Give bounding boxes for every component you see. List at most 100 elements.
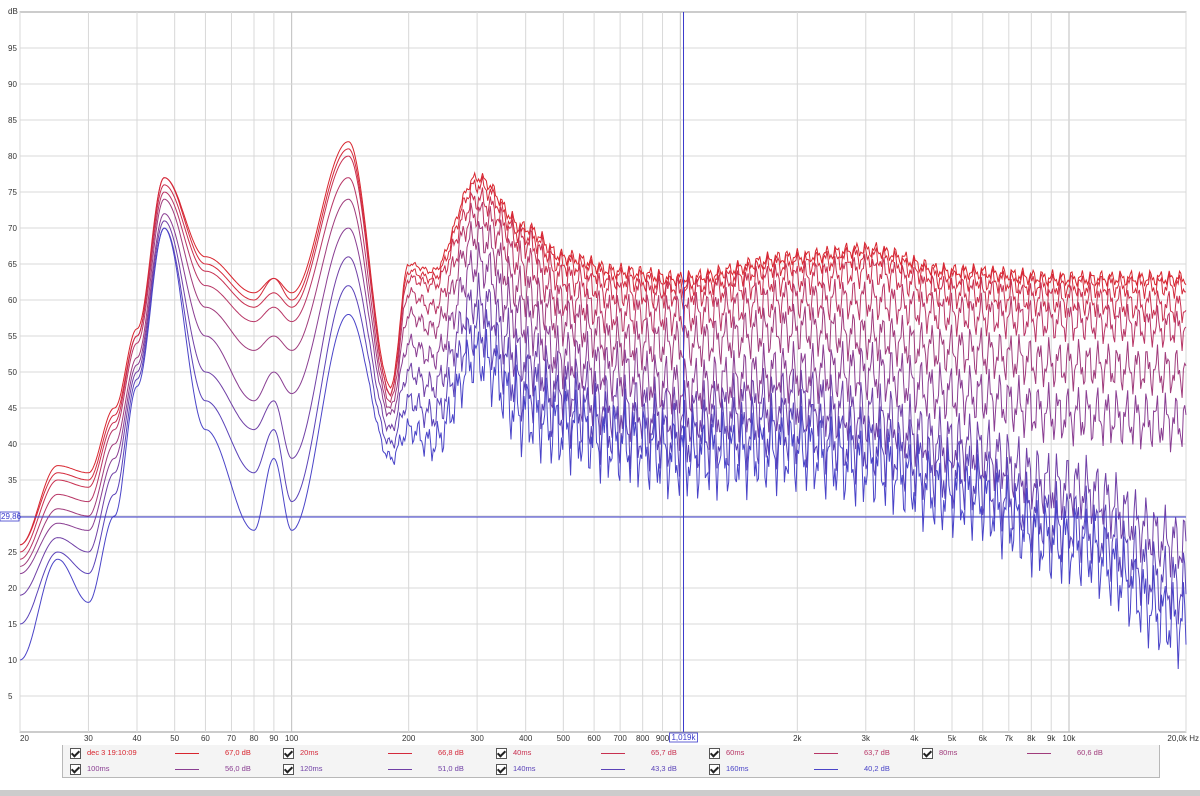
x-tick-label: 300 (470, 734, 484, 743)
series-line (19, 198, 1187, 567)
legend-series-value: 43,3 dB (651, 764, 677, 773)
y-tick-label: 50 (8, 368, 17, 377)
y-tick-label: 45 (8, 404, 17, 413)
x-tick-label: 30 (84, 734, 93, 743)
y-tick-label: 10 (8, 656, 17, 665)
legend-row: 100ms 56,0 dB 120ms 51,0 dB 140ms 43,3 dB 160m… (63, 761, 1159, 777)
x-tick-label: 9k (1047, 734, 1056, 743)
legend-item[interactable]: 20ms 66,8 dB (280, 745, 492, 761)
y-tick-label: 25 (8, 548, 17, 557)
legend-swatch (601, 753, 625, 754)
x-tick-label: 20,0k Hz (1167, 734, 1199, 743)
series-lines (19, 141, 1187, 670)
legend-series-value: 56,0 dB (225, 764, 251, 773)
y-tick-label: 95 (8, 44, 17, 53)
x-tick-label: 40 (133, 734, 142, 743)
x-tick-labels: 20 30 40 50 60 70 80 90 100 200 300 400 500 600 700 800… (20, 734, 1199, 743)
y-tick-label: 55 (8, 332, 17, 341)
frequency-response-chart: 5 10 15 20 25 30 35 40 45 50 55 60 65 70 75 80 85 90 95 20… (0, 7, 1199, 743)
y-tick-label: 40 (8, 440, 17, 449)
legend-series-value: 67,0 dB (225, 748, 251, 757)
x-tick-label: 7k (1005, 734, 1014, 743)
cursor-x-label: 1,019k (671, 733, 696, 742)
x-tick-label: 500 (557, 734, 571, 743)
x-tick-label: 700 (613, 734, 627, 743)
legend-series-name: dec 3 19:10:09 (87, 748, 137, 757)
x-tick-label: 100 (285, 734, 299, 743)
legend-item[interactable]: 60ms 63,7 dB (706, 745, 918, 761)
bottom-strip (0, 790, 1200, 796)
legend-swatch (388, 769, 412, 770)
x-tick-label: 20 (20, 734, 29, 743)
x-tick-label: 60 (201, 734, 210, 743)
legend-checkbox[interactable] (496, 764, 507, 775)
legend-swatch (814, 753, 838, 754)
legend-checkbox[interactable] (70, 764, 81, 775)
y-tick-label: 15 (8, 620, 17, 629)
x-tick-label: 600 (587, 734, 601, 743)
y-tick-label: 5 (8, 692, 13, 701)
legend-checkbox[interactable] (283, 748, 294, 759)
y-tick-label: 70 (8, 224, 17, 233)
legend-swatch (175, 753, 199, 754)
legend-item[interactable]: 140ms 43,3 dB (493, 761, 705, 777)
legend-item[interactable]: 100ms 56,0 dB (67, 761, 279, 777)
x-tick-label: 400 (519, 734, 533, 743)
legend-checkbox[interactable] (709, 748, 720, 759)
legend-series-name: 40ms (513, 748, 532, 757)
legend-row: dec 3 19:10:09 67,0 dB 20ms 66,8 dB 40ms 65,7… (63, 745, 1159, 761)
legend-swatch (814, 769, 838, 770)
x-tick-label: 3k (862, 734, 871, 743)
series-line (19, 227, 1187, 670)
series-line (19, 148, 1186, 546)
y-tick-labels: 5101520253035404550556065707580859095 (8, 44, 17, 701)
legend-checkbox[interactable] (70, 748, 81, 759)
x-tick-label: 2k (793, 734, 802, 743)
legend-series-value: 66,8 dB (438, 748, 464, 757)
legend-swatch (388, 753, 412, 754)
legend-series-value: 60,6 dB (1077, 748, 1103, 757)
x-tick-label: 70 (227, 734, 236, 743)
legend-series-name: 100ms (87, 764, 110, 773)
legend-item[interactable]: 120ms 51,0 dB (280, 761, 492, 777)
legend-swatch (1027, 753, 1051, 754)
legend-checkbox[interactable] (922, 748, 933, 759)
x-tick-label: 6k (979, 734, 988, 743)
x-tick-label: 900 (656, 734, 670, 743)
y-tick-label: 85 (8, 116, 17, 125)
x-tick-label: 10k (1063, 734, 1077, 743)
legend-series-name: 140ms (513, 764, 536, 773)
cursor-y-readout: 29,86 (0, 511, 22, 522)
x-tick-label: 80 (250, 734, 259, 743)
series-line (19, 227, 1187, 625)
legend: dec 3 19:10:09 67,0 dB 20ms 66,8 dB 40ms 65,7… (62, 745, 1160, 778)
legend-checkbox[interactable] (283, 764, 294, 775)
legend-item[interactable]: 160ms 40,2 dB (706, 761, 918, 777)
x-tick-label: 8k (1027, 734, 1036, 743)
series-line (19, 220, 1187, 596)
legend-series-value: 51,0 dB (438, 764, 464, 773)
legend-item[interactable]: 80ms 60,6 dB (919, 745, 1131, 761)
series-line (19, 213, 1187, 575)
legend-checkbox[interactable] (709, 764, 720, 775)
y-tick-label: 65 (8, 260, 17, 269)
cursor-y-label: 29,86 (1, 512, 22, 521)
legend-series-name: 20ms (300, 748, 319, 757)
y-axis-label: dB (8, 7, 18, 16)
y-tick-label: 60 (8, 296, 17, 305)
legend-series-name: 60ms (726, 748, 745, 757)
x-tick-label: 800 (636, 734, 650, 743)
legend-item[interactable]: 40ms 65,7 dB (493, 745, 705, 761)
series-line (19, 155, 1187, 553)
y-tick-label: 75 (8, 188, 17, 197)
legend-item[interactable]: dec 3 19:10:09 67,0 dB (67, 745, 279, 761)
legend-series-value: 40,2 dB (864, 764, 890, 773)
legend-series-name: 120ms (300, 764, 323, 773)
y-tick-label: 80 (8, 152, 17, 161)
y-tick-label: 90 (8, 80, 17, 89)
legend-series-name: 80ms (939, 748, 958, 757)
legend-swatch (175, 769, 199, 770)
legend-swatch (601, 769, 625, 770)
legend-checkbox[interactable] (496, 748, 507, 759)
cursor-x-readout: 1,019k (669, 732, 698, 743)
